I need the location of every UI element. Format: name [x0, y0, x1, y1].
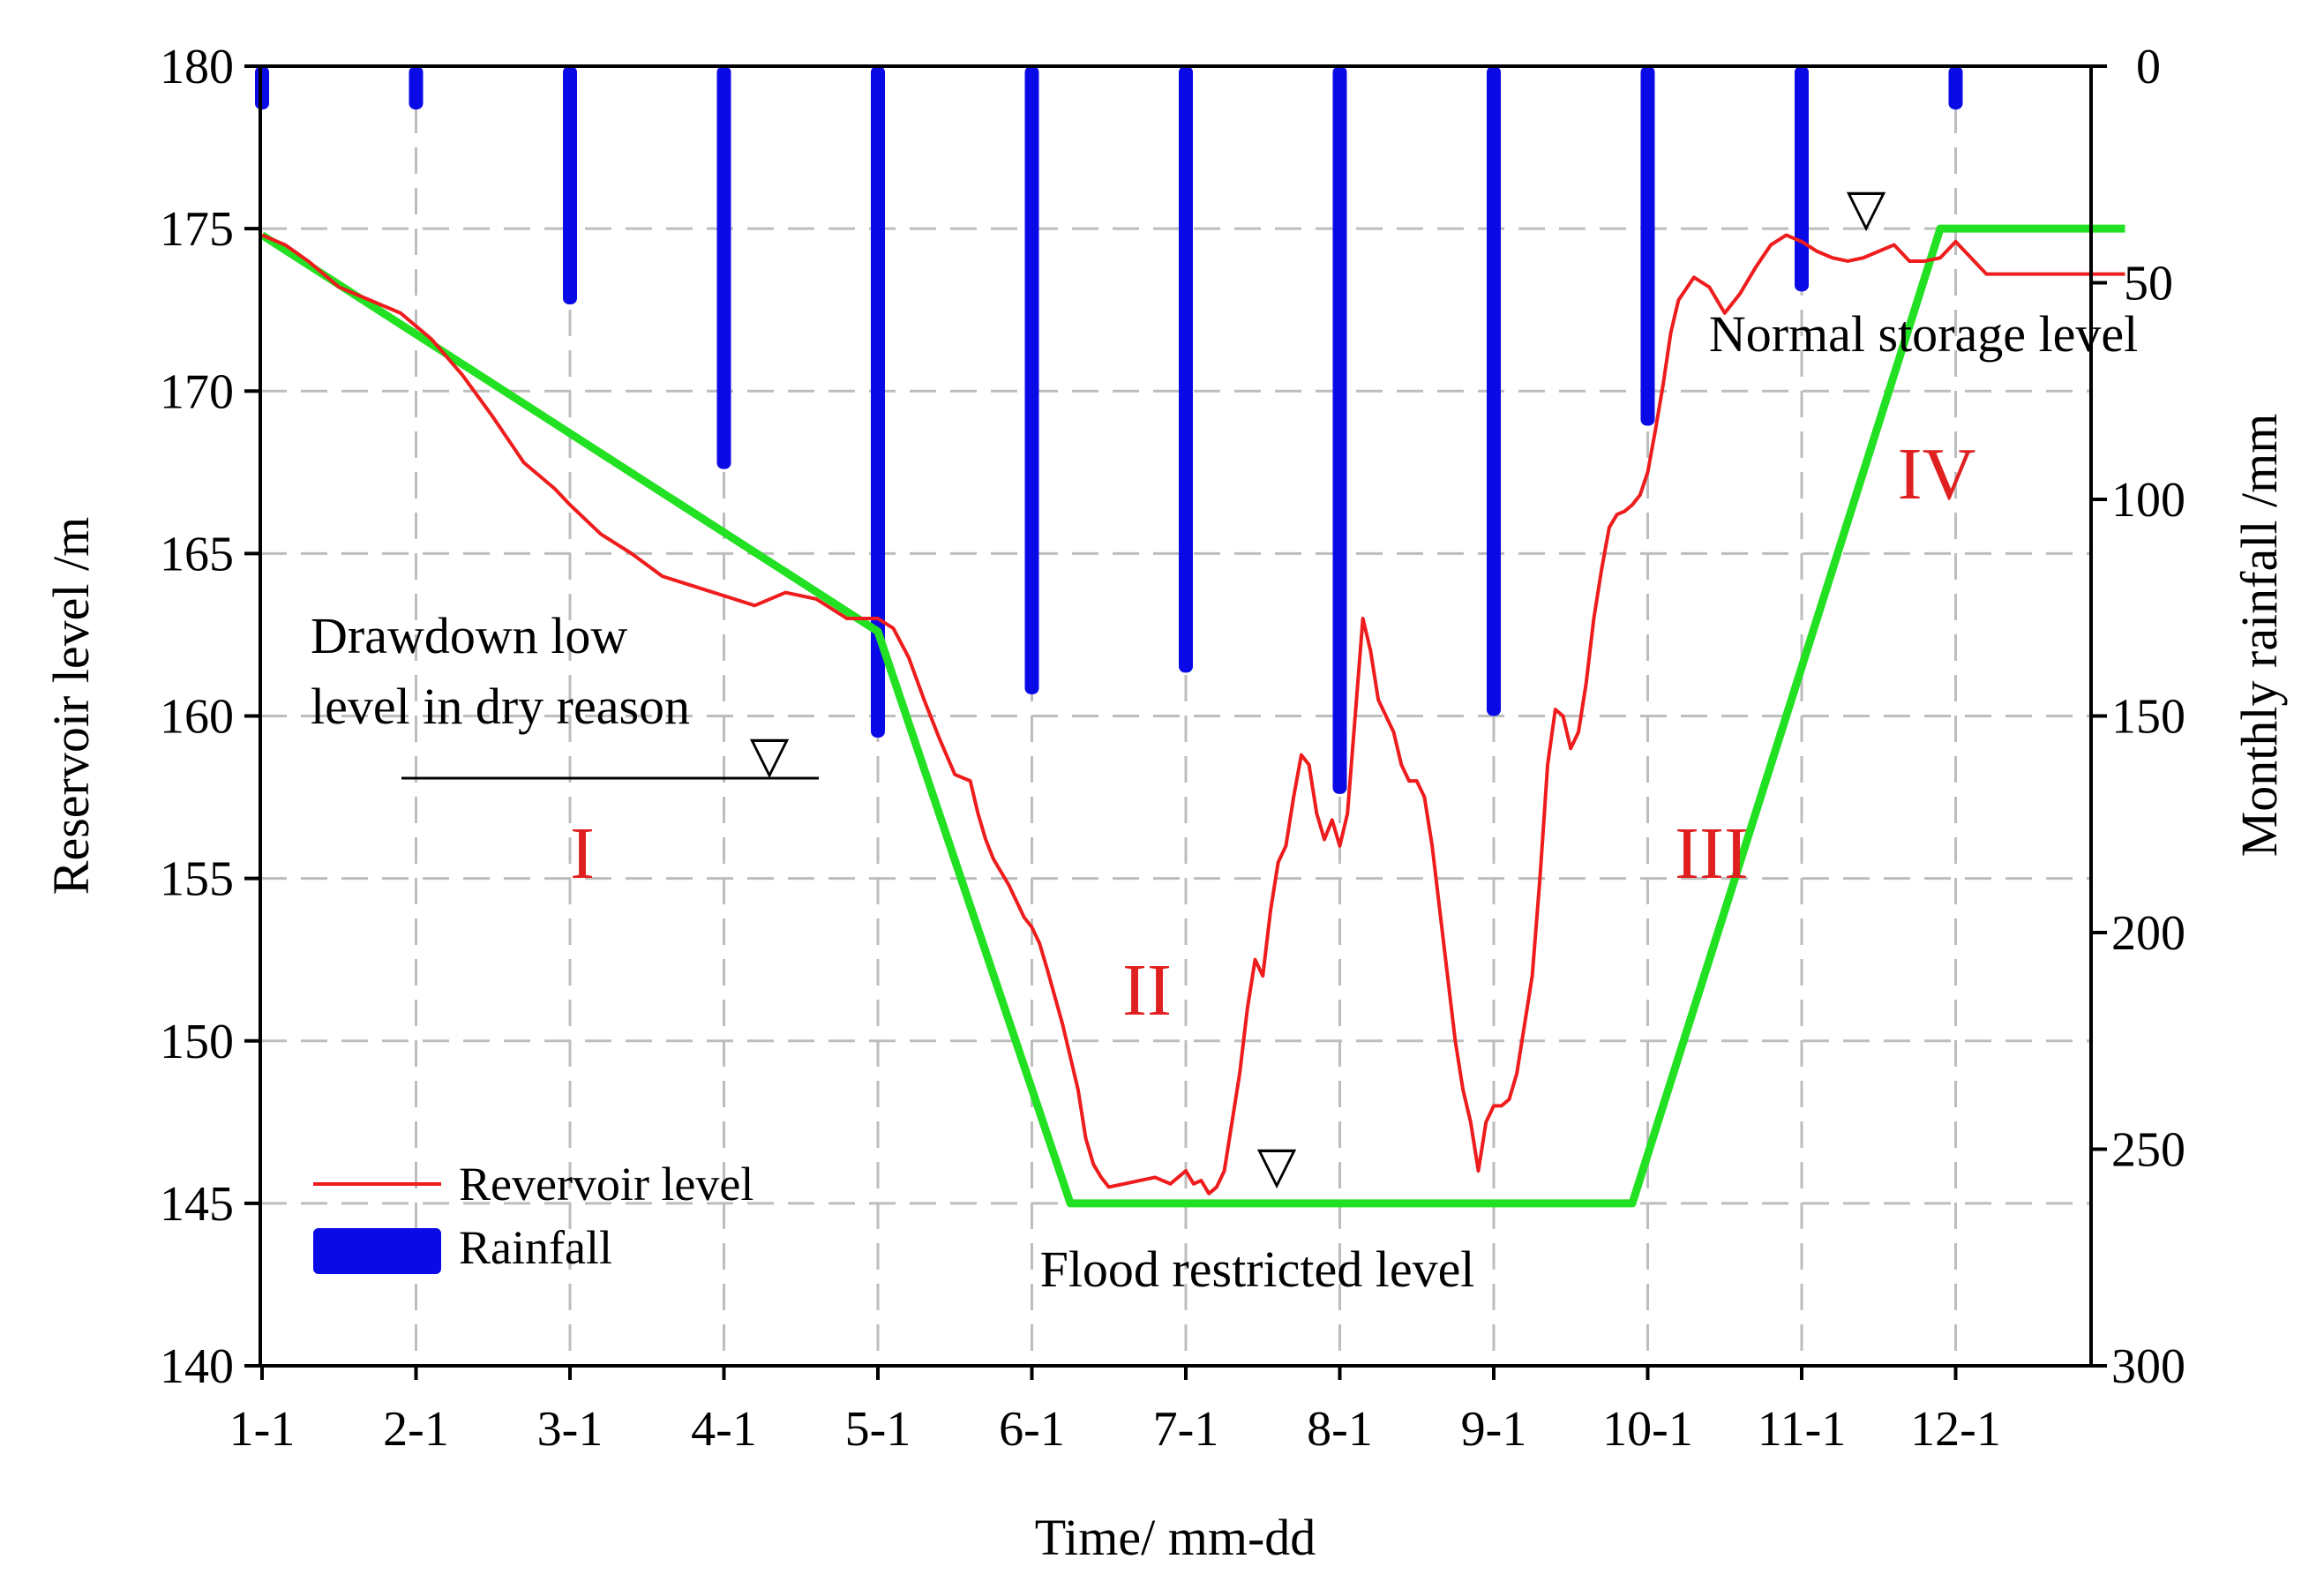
x-tick-label-3: 4-1: [691, 1402, 757, 1457]
x-tick-label-9: 10-1: [1602, 1402, 1693, 1457]
reservoir-level-line: [261, 233, 2125, 1195]
x-tick-label-8: 9-1: [1461, 1402, 1527, 1457]
x-tick-label-7: 8-1: [1307, 1402, 1373, 1457]
legend-rainfall-swatch: [313, 1228, 441, 1274]
drawdown-level-marker: ▽: [750, 726, 790, 783]
right-tick-label-2: 100: [2111, 473, 2185, 528]
left-tick-label-7: 175: [160, 202, 234, 257]
legend: Revervoir level Rainfall: [313, 1158, 753, 1274]
x-tick-label-2: 3-1: [537, 1402, 603, 1457]
x-tick-label-1: 2-1: [383, 1402, 449, 1457]
region-label-3: III: [1675, 813, 1749, 895]
right-tick-label-3: 150: [2111, 690, 2185, 745]
left-y-axis-title: Reservoir level /m: [42, 517, 100, 895]
right-tick-label-6: 300: [2111, 1339, 2185, 1394]
right-y-axis: 0 50 100 150 200 250 300: [2091, 40, 2185, 1394]
normal-level-marker: ▽: [1847, 179, 1886, 236]
left-tick-label-4: 160: [160, 690, 234, 745]
drawdown-label-line2: level in dry reason: [311, 678, 690, 735]
drawdown-label-line1: Drawdown low: [311, 607, 627, 664]
legend-rainfall-label: Rainfall: [459, 1221, 612, 1274]
right-y-axis-title: Monthly rainfall /mm: [2230, 414, 2288, 858]
right-tick-label-5: 250: [2111, 1123, 2185, 1178]
rainfall-bar-10-1: [1640, 66, 1655, 426]
x-tick-label-4: 5-1: [845, 1402, 911, 1457]
left-tick-label-2: 150: [160, 1015, 234, 1069]
rainfall-bar-12-1: [1948, 66, 1963, 110]
rainfall-bar-3-1: [563, 66, 577, 305]
x-tick-label-11: 12-1: [1910, 1402, 2001, 1457]
flood-restricted-label: Flood restricted level: [1040, 1240, 1475, 1298]
rainfall-bar-9-1: [1487, 66, 1501, 716]
flood-level-marker: ▽: [1257, 1136, 1297, 1194]
left-tick-label-6: 170: [160, 364, 234, 419]
left-tick-label-0: 140: [160, 1339, 234, 1394]
rainfall-bar-8-1: [1332, 66, 1347, 794]
region-label-2: II: [1122, 949, 1172, 1031]
region-label-4: IV: [1898, 433, 1976, 515]
rainfall-bar-11-1: [1795, 66, 1809, 292]
x-tick-label-0: 1-1: [229, 1402, 296, 1457]
left-tick-label-5: 165: [160, 527, 234, 581]
right-tick-label-4: 200: [2111, 906, 2185, 961]
rainfall-bars: [255, 66, 1963, 794]
region-label-1: I: [570, 813, 595, 895]
left-y-axis: 140 145 150 155 160 165 170 175 180: [160, 40, 260, 1394]
left-tick-label-8: 180: [160, 40, 234, 94]
x-tick-label-5: 6-1: [999, 1402, 1065, 1457]
right-tick-label-1: 50: [2124, 257, 2173, 311]
right-tick-label-0: 0: [2136, 40, 2161, 94]
normal-storage-label: Normal storage level: [1709, 305, 2138, 363]
rainfall-bar-7-1: [1179, 66, 1193, 673]
x-axis-title: Time/ mm-dd: [1035, 1509, 1316, 1566]
left-tick-label-3: 155: [160, 852, 234, 907]
rainfall-bar-5-1: [871, 66, 885, 738]
rainfall-bar-6-1: [1024, 66, 1039, 694]
x-axis: 1-1 2-1 3-1 4-1 5-1 6-1 7-1 8-1 9-1 10-1 11-1 12-1: [229, 1366, 2001, 1457]
left-tick-label-1: 145: [160, 1177, 234, 1232]
legend-reservoir-label: Revervoir level: [459, 1158, 753, 1210]
rainfall-bar-2-1: [409, 66, 424, 110]
operation-rule-line: [259, 224, 2125, 1208]
rainfall-bar-4-1: [716, 66, 731, 469]
region-labels: I II III IV: [570, 433, 1975, 1031]
x-tick-label-10: 11-1: [1758, 1402, 1847, 1457]
x-tick-label-6: 7-1: [1153, 1402, 1219, 1457]
